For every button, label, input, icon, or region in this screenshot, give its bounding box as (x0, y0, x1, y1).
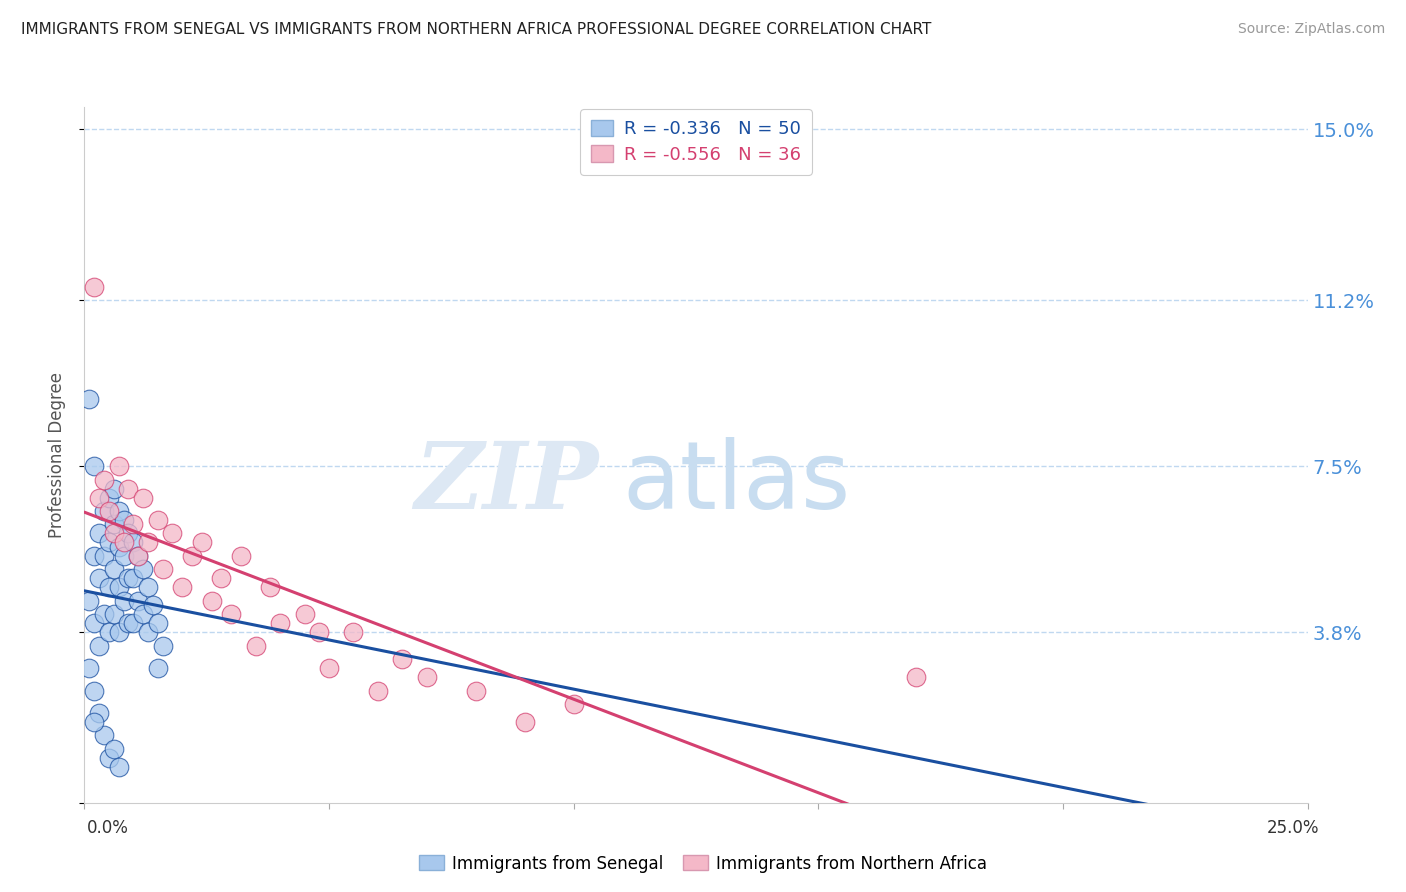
Point (103, 742, 125, 756)
Point (83, 459, 105, 474)
Point (87, 706, 110, 720)
Point (562, 697, 585, 711)
Point (87, 571, 110, 585)
Point (87, 491, 110, 505)
Point (416, 670, 439, 684)
Legend: R = -0.336   N = 50, R = -0.556   N = 36: R = -0.336 N = 50, R = -0.556 N = 36 (581, 109, 811, 175)
Point (83, 549, 105, 563)
Point (162, 526, 184, 541)
Point (117, 616, 139, 631)
Point (146, 513, 169, 527)
Point (132, 562, 155, 576)
Point (93, 549, 115, 563)
Point (245, 639, 267, 653)
Point (93, 607, 115, 622)
Point (83, 714, 105, 729)
Point (107, 625, 129, 640)
Point (112, 513, 135, 527)
Point (97, 504, 120, 518)
Point (367, 683, 389, 698)
Point (97, 491, 120, 505)
Point (294, 607, 316, 622)
Text: 25.0%: 25.0% (1267, 819, 1319, 837)
Point (107, 504, 129, 518)
Point (342, 625, 364, 640)
Point (132, 491, 155, 505)
Point (122, 571, 145, 585)
Point (103, 526, 125, 541)
Text: IMMIGRANTS FROM SENEGAL VS IMMIGRANTS FROM NORTHERN AFRICA PROFESSIONAL DEGREE C: IMMIGRANTS FROM SENEGAL VS IMMIGRANTS FR… (21, 22, 931, 37)
Point (77, 594, 100, 608)
Point (200, 594, 222, 608)
Point (112, 549, 135, 563)
Point (132, 607, 155, 622)
Point (112, 594, 135, 608)
Point (127, 549, 149, 563)
Text: Source: ZipAtlas.com: Source: ZipAtlas.com (1237, 22, 1385, 37)
Point (905, 670, 928, 684)
Point (146, 616, 169, 631)
Point (103, 562, 125, 576)
Point (181, 549, 204, 563)
Point (83, 279, 105, 293)
Point (308, 625, 330, 640)
Point (152, 562, 174, 576)
Point (103, 517, 125, 532)
Point (136, 580, 159, 594)
Point (513, 714, 536, 729)
Point (97, 535, 120, 549)
Point (87, 639, 110, 653)
Point (93, 504, 115, 518)
Point (136, 535, 159, 549)
Point (127, 594, 149, 608)
Point (229, 549, 252, 563)
Point (269, 616, 291, 631)
Point (117, 571, 139, 585)
Point (191, 535, 214, 549)
Point (97, 625, 120, 640)
Point (464, 683, 486, 698)
Text: ZIP: ZIP (413, 438, 598, 528)
Point (77, 661, 100, 675)
Point (152, 639, 174, 653)
Legend: Immigrants from Senegal, Immigrants from Northern Africa: Immigrants from Senegal, Immigrants from… (412, 848, 994, 880)
Point (209, 571, 232, 585)
Point (318, 661, 340, 675)
Point (117, 526, 139, 541)
Point (136, 625, 159, 640)
Text: atlas: atlas (623, 437, 851, 529)
Point (107, 760, 129, 774)
Point (142, 599, 165, 613)
Point (117, 482, 139, 496)
Point (97, 580, 120, 594)
Point (112, 535, 135, 549)
Point (391, 652, 413, 666)
Point (103, 607, 125, 622)
Point (122, 616, 145, 631)
Point (97, 751, 120, 765)
Y-axis label: Professional Degree: Professional Degree (48, 372, 66, 538)
Text: 0.0%: 0.0% (87, 819, 129, 837)
Point (146, 661, 169, 675)
Point (83, 683, 105, 698)
Point (107, 580, 129, 594)
Point (93, 473, 115, 487)
Point (127, 549, 149, 563)
Point (259, 580, 281, 594)
Point (93, 729, 115, 743)
Point (172, 580, 194, 594)
Point (77, 392, 100, 406)
Point (122, 517, 145, 532)
Point (103, 482, 125, 496)
Point (122, 535, 145, 549)
Point (107, 459, 129, 474)
Point (87, 526, 110, 541)
Point (83, 616, 105, 631)
Point (107, 540, 129, 554)
Point (219, 607, 242, 622)
